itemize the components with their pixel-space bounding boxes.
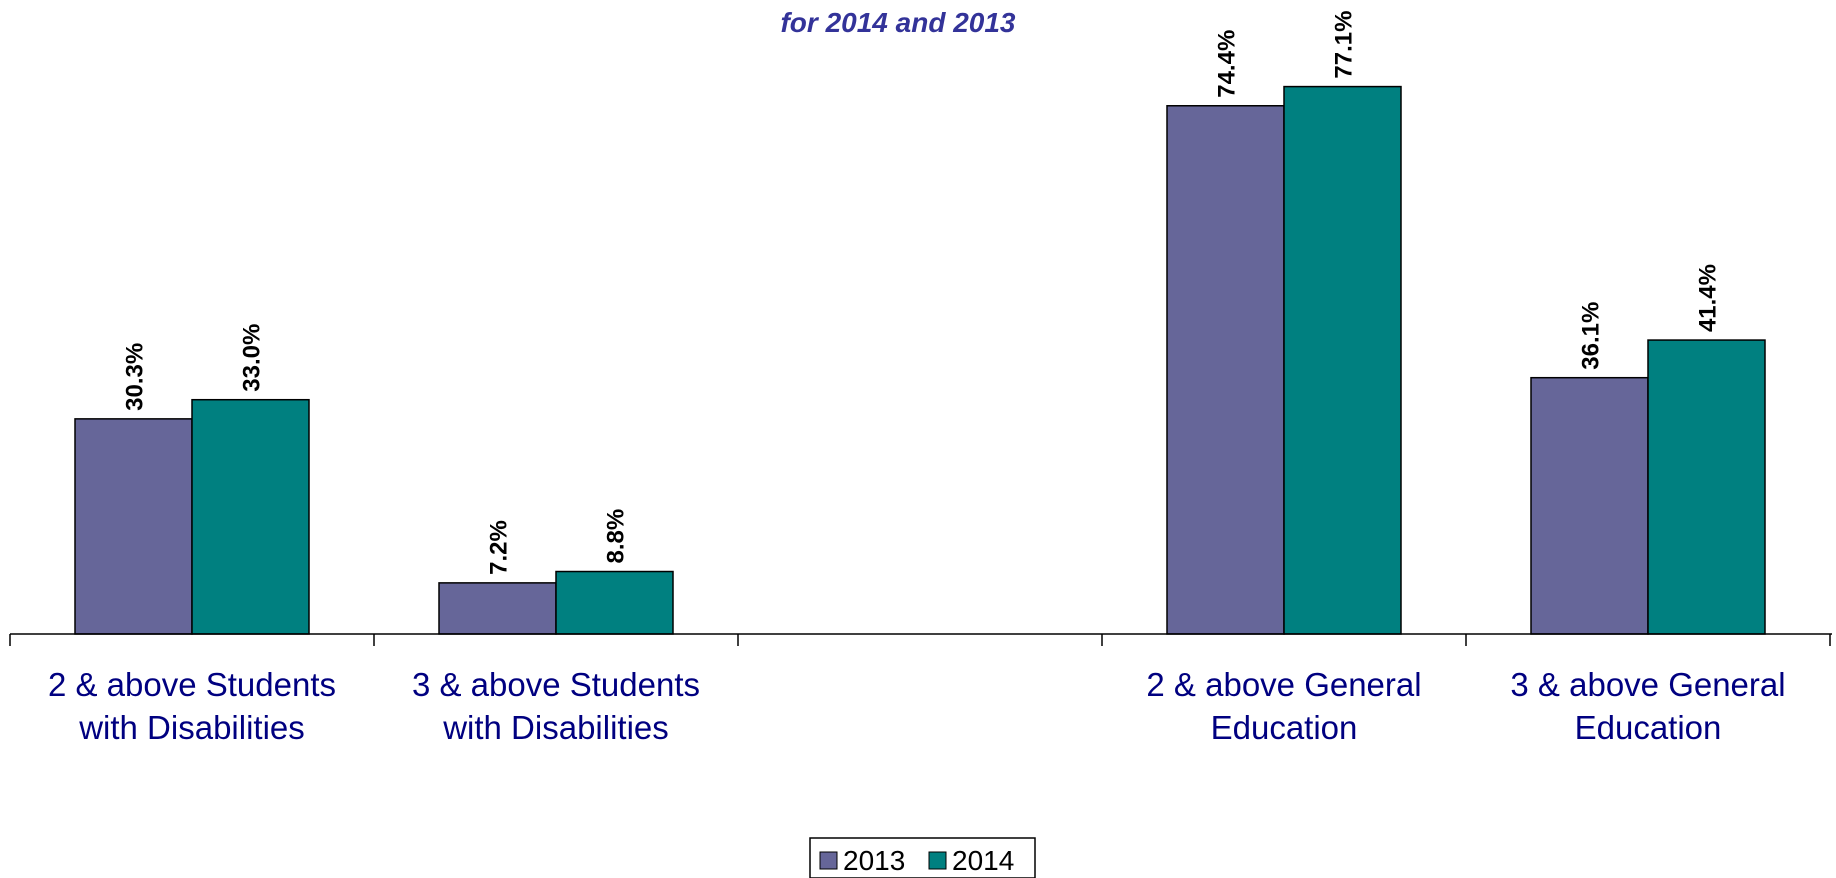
data-label-2014-cat-3: 77.1% <box>1331 11 1358 79</box>
bar-2014-cat-1 <box>555 570 674 635</box>
data-label-2014-cat-0: 33.0% <box>239 324 266 392</box>
value-labels-layer: 30.3% 33.0% 7.2% 8.8% 74.4% 77.1% 36.1% 41.4% <box>122 11 1722 575</box>
legend-swatch-2013 <box>819 851 838 870</box>
category-label: 2 & above General <box>1146 666 1421 703</box>
chart-title: for 2014 and 2013 <box>780 7 1015 38</box>
category-label: Education <box>1575 709 1722 746</box>
bar-2013-cat-4 <box>1530 376 1649 635</box>
legend-swatch-2014 <box>928 851 947 870</box>
category-label: Education <box>1211 709 1358 746</box>
bar-2014-cat-3 <box>1283 85 1402 635</box>
data-label-2013-cat-4: 36.1% <box>1578 302 1605 370</box>
category-label: 2 & above Students <box>48 666 336 703</box>
bars-layer <box>74 85 1766 635</box>
bar-2013-cat-0 <box>74 418 193 635</box>
data-label-2013-cat-3: 74.4% <box>1214 30 1241 98</box>
category-label: with Disabilities <box>78 709 305 746</box>
legend: 2013 2014 <box>809 837 1036 878</box>
data-label-2013-cat-0: 30.3% <box>122 343 149 411</box>
data-label-2013-cat-1: 7.2% <box>486 520 513 575</box>
category-label: 3 & above Students <box>412 666 700 703</box>
bar-2013-cat-1 <box>438 582 557 635</box>
x-axis-ticks <box>9 634 1831 646</box>
legend-label-2013: 2013 <box>843 845 905 876</box>
data-label-2014-cat-1: 8.8% <box>603 509 630 564</box>
data-label-2014-cat-4: 41.4% <box>1695 264 1722 332</box>
bar-2014-cat-4 <box>1647 339 1766 635</box>
legend-box <box>809 837 1036 878</box>
legend-label-2014: 2014 <box>952 845 1014 876</box>
bar-2013-cat-3 <box>1166 105 1285 635</box>
category-labels-layer: 2 & above Students with Disabilities 3 & a… <box>48 666 1786 746</box>
category-label: with Disabilities <box>442 709 669 746</box>
category-label: 3 & above General <box>1510 666 1785 703</box>
bar-2014-cat-0 <box>191 398 310 635</box>
